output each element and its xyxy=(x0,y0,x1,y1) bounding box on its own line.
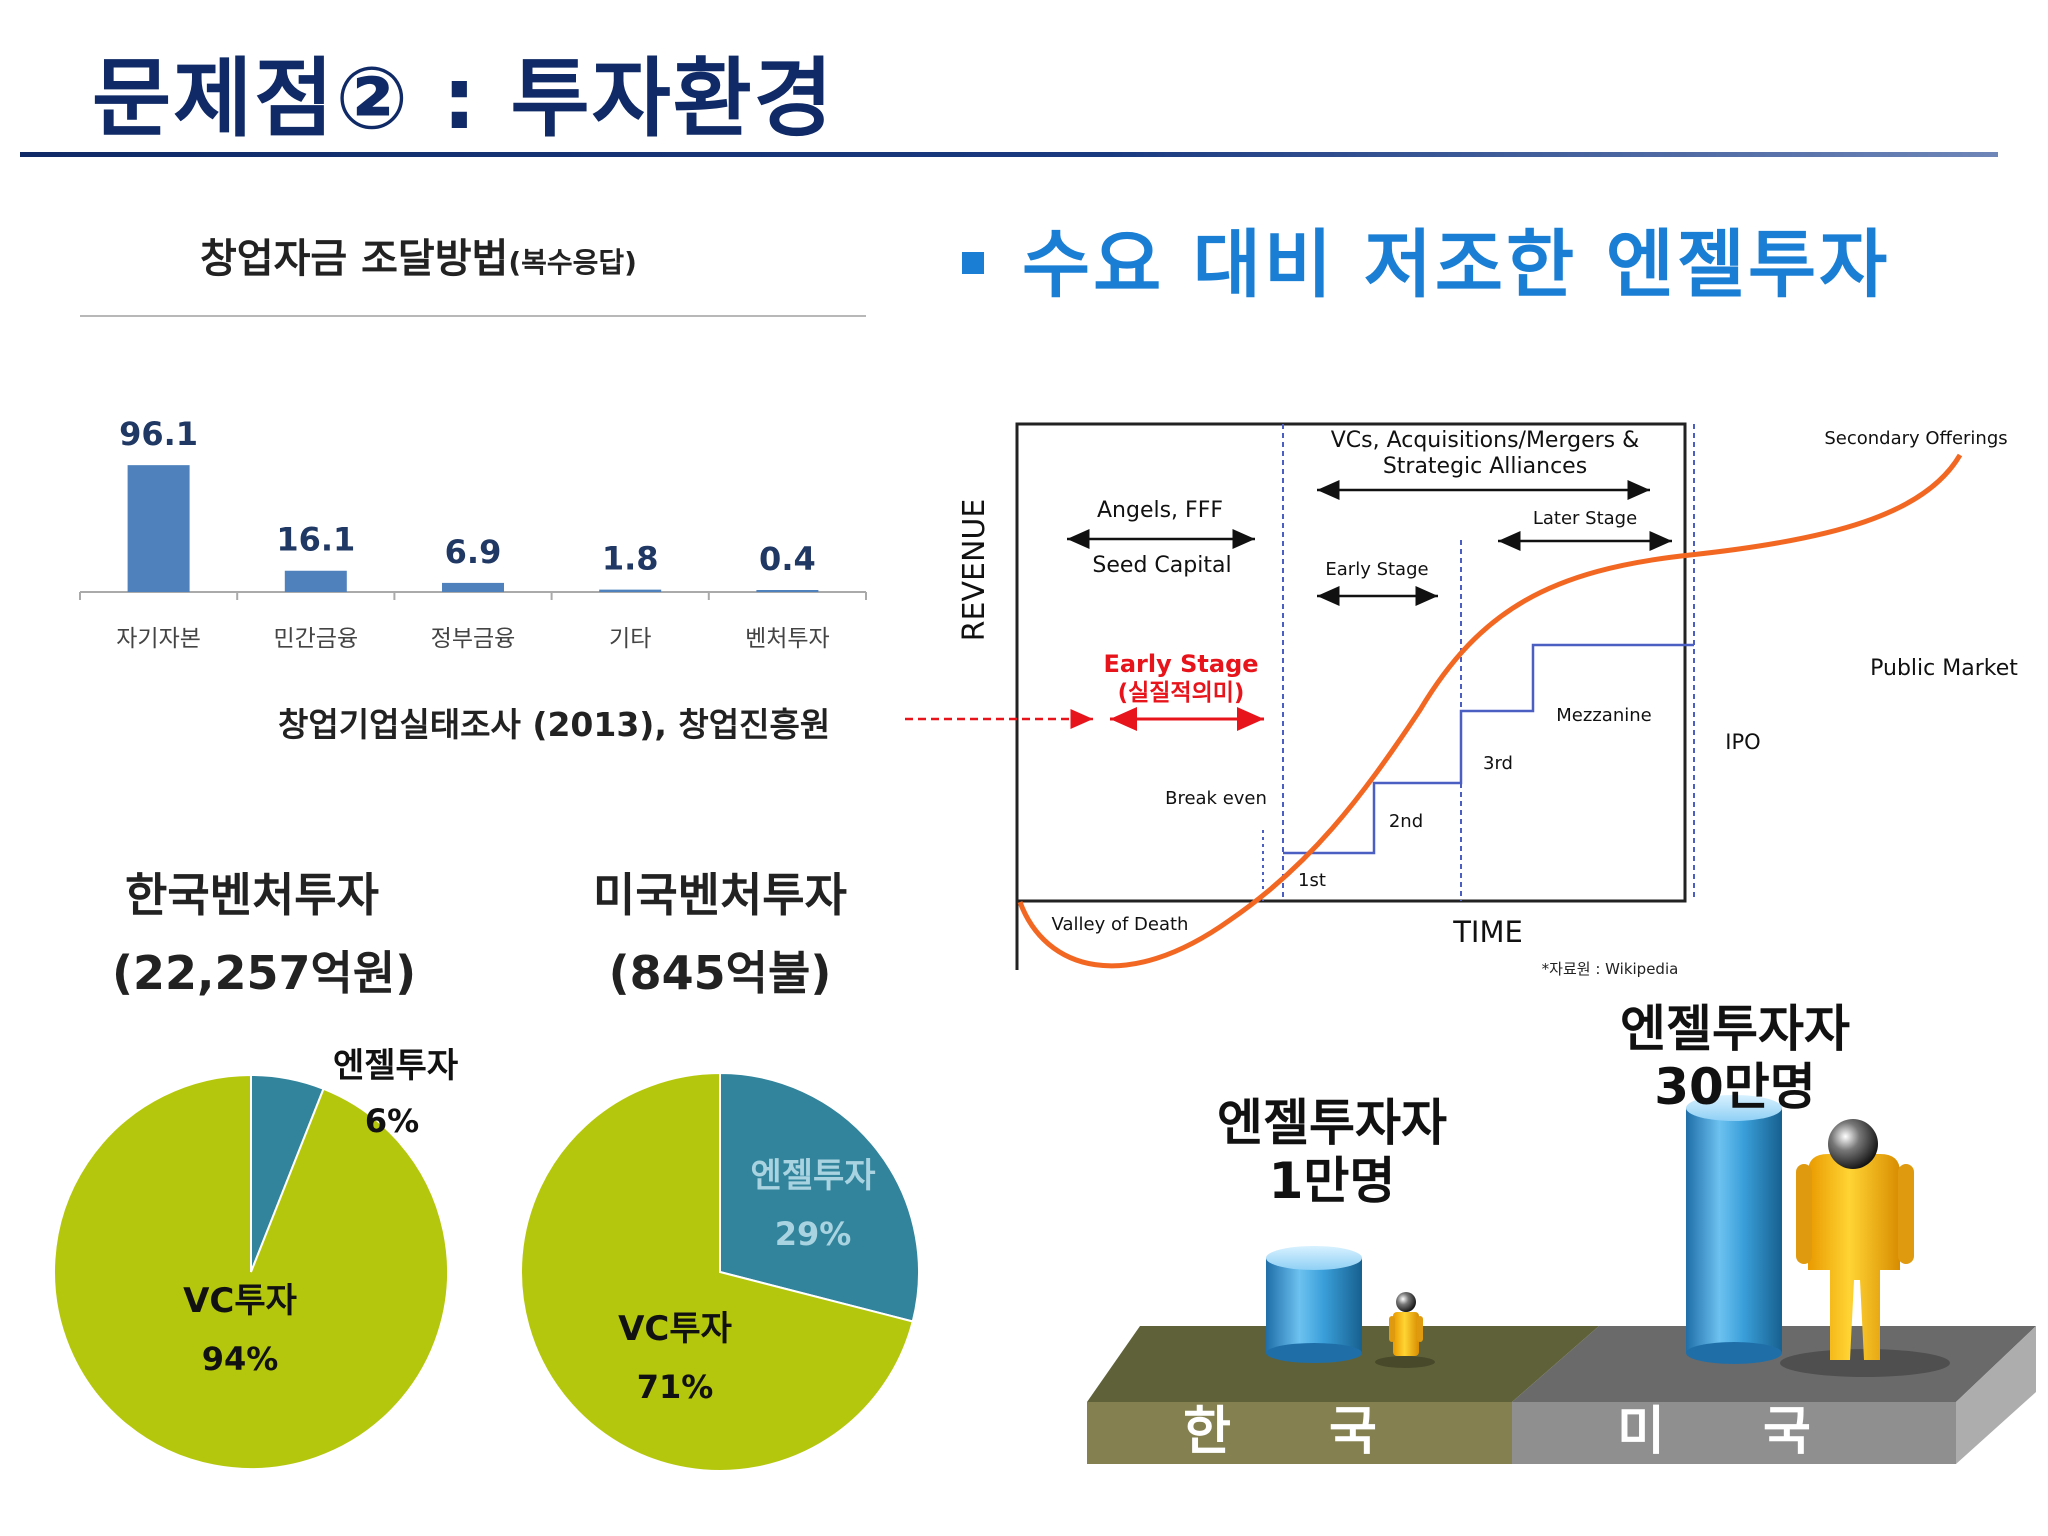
bar-value-label: 1.8 xyxy=(602,540,659,578)
later-stage-label: Later Stage xyxy=(1533,508,1637,529)
ipo-label: IPO xyxy=(1725,730,1760,754)
funding-lifecycle-diagram: REVENUE TIME VCs, Acquisitions/Mergers &… xyxy=(905,422,2018,978)
korea-pie-slice-vc xyxy=(53,1073,449,1470)
early-highlight-sublabel: (실질적의미) xyxy=(1118,680,1245,706)
break-even-label: Break even xyxy=(1165,788,1267,809)
bar-value-label: 16.1 xyxy=(276,521,355,559)
y-axis-label: REVENUE xyxy=(957,499,992,642)
korea-angel-count-line2: 1만명 xyxy=(1268,1152,1396,1210)
angels-label: Angels, FFF xyxy=(1097,498,1223,523)
korea-angel-count-line1: 엔젤투자자 xyxy=(1217,1094,1447,1152)
us-pie-heading: 미국벤처투자 (845억불) xyxy=(580,856,860,1012)
pie-charts: 엔젤투자 6% VC투자 94% 엔젤투자 29% VC투자 71% xyxy=(53,1046,920,1472)
korea-pie-title: 한국벤처투자 xyxy=(125,868,379,922)
pie-vc-value: 71% xyxy=(637,1368,714,1406)
us-pie-slice-angel xyxy=(719,1071,920,1323)
pie-vc-value: 94% xyxy=(202,1340,279,1378)
title-divider xyxy=(20,152,1998,157)
bar-2 xyxy=(284,570,347,592)
us-platform-side xyxy=(1956,1326,2036,1464)
square-bullet-icon xyxy=(962,252,984,275)
bar-value-label: 6.9 xyxy=(445,533,502,571)
korea-platform-top xyxy=(1087,1326,1599,1402)
pie-angel-label: 엔젤투자 xyxy=(750,1156,875,1196)
korea-angel-count: 엔젤투자자 1만명 xyxy=(1192,1094,1472,1210)
us-angel-count-line2: 30만명 xyxy=(1654,1058,1816,1116)
vc-label-line1: VCs, Acquisitions/Mergers & xyxy=(1331,428,1640,453)
bar-category-label: 정부금융 xyxy=(431,626,516,652)
bar-1 xyxy=(127,465,190,592)
bar-chart-source: 창업기업실태조사 (2013), 창업진흥원 xyxy=(278,705,831,744)
vc-label-line2: Strategic Alliances xyxy=(1383,454,1587,479)
bar-3 xyxy=(442,582,504,592)
valley-of-death-label: Valley of Death xyxy=(1052,914,1189,935)
us-platform-top xyxy=(1512,1326,2036,1402)
pie-angel-label: 엔젤투자 xyxy=(333,1046,458,1086)
bar-chart: 96.1 자기자본 16.1 민간금융 6.9 정부금융 1.8 기타 0.4 벤처투자 xyxy=(79,415,867,652)
bar-5 xyxy=(756,590,819,592)
funding-rounds-steps xyxy=(1283,643,1694,855)
angel-investor-comparison: 한 국 미 국 xyxy=(1087,1095,2036,1464)
revenue-curve xyxy=(1017,453,1963,969)
pie-angel-value: 6% xyxy=(365,1102,419,1140)
us-cylinder xyxy=(1686,1095,1782,1364)
page-title: 문제점② : 투자환경 xyxy=(92,49,835,149)
bar-category-label: 벤처투자 xyxy=(745,626,830,652)
us-pie-slice-vc xyxy=(520,1071,914,1472)
us-pie-title: 미국벤처투자 xyxy=(593,868,847,922)
korea-country-label: 한 국 xyxy=(1183,1402,1417,1462)
us-country-label: 미 국 xyxy=(1617,1402,1851,1462)
secondary-offerings-label: Secondary Offerings xyxy=(1824,428,2007,449)
bar-category-label: 기타 xyxy=(609,626,651,652)
early-highlight-label: Early Stage xyxy=(1103,650,1258,678)
us-angel-count: 엔젤투자자 30만명 xyxy=(1595,1000,1875,1116)
korea-pie-amount: (22,257억원) xyxy=(112,946,417,1000)
headline-text: 수요 대비 저조한 엔젤투자 xyxy=(1022,222,1891,308)
wikipedia-credit: *자료원 : Wikipedia xyxy=(1542,960,1679,978)
seed-capital-label: Seed Capital xyxy=(1092,553,1231,578)
korea-pie-heading: 한국벤처투자 (22,257억원) xyxy=(112,856,417,1012)
x-axis-label: TIME xyxy=(1452,915,1523,949)
early-stage-label: Early Stage xyxy=(1325,559,1428,580)
korea-cylinder xyxy=(1266,1246,1362,1363)
headline: 수요 대비 저조한 엔젤투자 xyxy=(962,205,1890,312)
bar-chart-title-main: 창업자금 조달방법 xyxy=(200,236,509,282)
round-2nd-label: 2nd xyxy=(1389,811,1423,832)
us-person-icon xyxy=(1780,1119,1950,1377)
us-angel-count-line1: 엔젤투자자 xyxy=(1620,1000,1850,1058)
pie-angel-value: 29% xyxy=(775,1215,852,1253)
us-platform-front xyxy=(1512,1402,1956,1464)
public-market-label: Public Market xyxy=(1870,656,2018,681)
round-1st-label: 1st xyxy=(1298,870,1326,891)
bar-4 xyxy=(599,589,662,592)
lifecycle-frame xyxy=(1015,422,1687,903)
korea-person-icon xyxy=(1375,1292,1435,1368)
pie-vc-label: VC투자 xyxy=(183,1281,297,1321)
bar-category-label: 민간금융 xyxy=(273,626,358,652)
bar-chart-title: 창업자금 조달방법(복수응답) xyxy=(200,226,637,284)
pie-vc-label: VC투자 xyxy=(618,1309,732,1349)
mezzanine-label: Mezzanine xyxy=(1556,705,1651,726)
bar-chart-title-suffix: (복수응답) xyxy=(508,246,637,279)
bar-category-label: 자기자본 xyxy=(116,626,201,652)
korea-platform-front xyxy=(1087,1402,1512,1464)
bar-value-label: 0.4 xyxy=(759,540,816,578)
round-3rd-label: 3rd xyxy=(1483,753,1513,774)
bar-chart-divider xyxy=(80,315,866,317)
us-pie-amount: (845억불) xyxy=(608,946,832,1000)
bar-value-label: 96.1 xyxy=(119,415,198,453)
